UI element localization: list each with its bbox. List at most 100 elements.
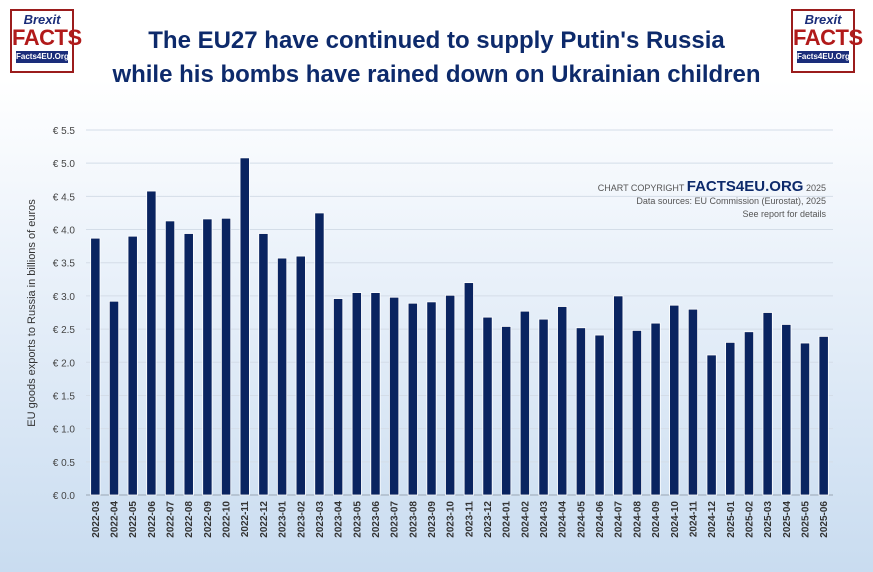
y-tick-label: € 2.0 [53, 358, 76, 369]
bar [426, 301, 437, 496]
bar [538, 318, 549, 496]
bar [202, 218, 213, 496]
y-tick-label: € 3.0 [53, 292, 76, 303]
x-tick-label: 2022-05 [128, 501, 139, 538]
x-tick-label: 2022-11 [240, 501, 251, 538]
bar [258, 233, 269, 496]
y-tick-label: € 3.5 [53, 259, 76, 270]
bar [743, 331, 755, 496]
y-tick-label: € 5.5 [53, 126, 76, 137]
x-tick-label: 2022-06 [147, 501, 158, 538]
bar [631, 330, 642, 496]
x-tick-label: 2024-09 [651, 501, 662, 538]
bar [687, 308, 699, 496]
bar [277, 257, 288, 496]
x-tick-label: 2023-08 [408, 501, 419, 538]
bar [220, 217, 232, 496]
y-tick-label: € 0.0 [53, 491, 76, 502]
bar [781, 324, 792, 496]
logo-brand-main: FACTS [12, 25, 82, 50]
bar [407, 302, 418, 496]
x-tick-label: 2025-06 [819, 501, 830, 538]
x-axis: 2022-03 2022-04 2022-05 2022-06 2022-07 2022-… [91, 501, 830, 538]
x-tick-label: 2024-11 [688, 501, 699, 538]
x-tick-label: 2024-06 [595, 501, 606, 538]
bar [669, 304, 680, 496]
x-tick-label: 2023-09 [427, 501, 438, 538]
credit-sources: Data sources: EU Commission (Eurostat), … [636, 196, 826, 206]
bar [463, 282, 474, 496]
logo-brand-top: Brexit [804, 12, 842, 27]
logo-brand-url: Facts4EU.Org [16, 51, 69, 63]
y-tick-label: € 1.5 [53, 391, 76, 402]
x-tick-label: 2024-04 [558, 501, 569, 538]
x-tick-label: 2024-02 [520, 501, 531, 538]
bar [314, 212, 325, 496]
chart-credit: CHART COPYRIGHT FACTS4EU.ORG 2025 Data s… [597, 178, 826, 221]
x-tick-label: 2024-05 [576, 501, 587, 538]
x-tick-label: 2022-12 [259, 501, 270, 538]
bar [650, 322, 661, 496]
chart-title: The EU27 have continued to supply Putin'… [110, 24, 763, 92]
bar [725, 341, 736, 496]
x-tick-label: 2025-02 [744, 501, 755, 538]
brexit-facts-logo-right: Brexit FACTS Facts4EU.Org [791, 9, 863, 73]
bar [389, 296, 400, 496]
bar [239, 157, 250, 496]
x-tick-label: 2023-03 [315, 501, 326, 538]
x-tick-label: 2023-06 [371, 501, 382, 538]
bar [90, 237, 101, 496]
x-tick-label: 2025-01 [726, 501, 737, 538]
bar [482, 316, 493, 496]
logo-brand-top: Brexit [23, 12, 61, 27]
y-tick-label: € 4.0 [53, 226, 76, 237]
logo-brand-url: Facts4EU.Org [797, 51, 850, 63]
x-tick-label: 2025-05 [800, 501, 811, 538]
credit-note: See report for details [742, 209, 826, 219]
bar [501, 326, 512, 496]
x-tick-label: 2023-04 [334, 501, 345, 538]
y-axis: € 0.0 € 0.5 € 1.0 € 1.5 € 2.0 € 2.5 € 3.0 € 3.5… [53, 126, 76, 502]
y-tick-label: € 5.0 [53, 159, 76, 170]
chart-title-line-1: The EU27 have continued to supply Putin'… [148, 27, 725, 54]
credit-year: 2025 [805, 183, 826, 193]
bar [575, 327, 586, 496]
x-tick-label: 2024-08 [632, 501, 643, 538]
bar [127, 235, 138, 496]
x-tick-label: 2024-01 [502, 501, 513, 538]
chart-title-line-2: while his bombs have rained down on Ukra… [112, 61, 761, 88]
bar [762, 312, 773, 496]
credit-prefix: CHART COPYRIGHT [597, 183, 685, 193]
x-tick-label: 2024-12 [707, 501, 718, 538]
x-tick-label: 2024-10 [670, 501, 681, 538]
logo-brand-main: FACTS [793, 25, 863, 50]
bar [333, 298, 344, 496]
y-axis-label: EU goods exports to Russia in billions o… [26, 199, 38, 427]
x-tick-label: 2023-12 [483, 501, 494, 538]
bar [613, 295, 624, 496]
y-tick-label: € 2.5 [53, 325, 76, 336]
gridlines [86, 129, 833, 496]
x-tick-label: 2024-07 [614, 501, 625, 538]
y-tick-label: € 1.0 [53, 425, 76, 436]
brexit-facts-logo-left: Brexit FACTS Facts4EU.Org [10, 9, 82, 73]
x-tick-label: 2024-03 [539, 501, 550, 538]
bar [557, 306, 568, 496]
bar [445, 294, 456, 496]
x-tick-label: 2022-07 [166, 501, 177, 538]
credit-brand: FACTS4EU.ORG [686, 178, 804, 195]
x-tick-label: 2022-03 [91, 501, 102, 538]
bar [295, 255, 306, 496]
x-tick-label: 2023-01 [278, 501, 289, 538]
bar [706, 354, 717, 496]
x-tick-label: 2023-05 [352, 501, 363, 538]
y-tick-label: € 0.5 [53, 458, 76, 469]
bar [183, 233, 194, 496]
bar [351, 292, 362, 496]
bar [164, 220, 176, 496]
bar [108, 300, 120, 496]
x-tick-label: 2025-04 [782, 501, 793, 538]
x-tick-label: 2023-07 [390, 501, 401, 538]
bar [799, 342, 811, 496]
